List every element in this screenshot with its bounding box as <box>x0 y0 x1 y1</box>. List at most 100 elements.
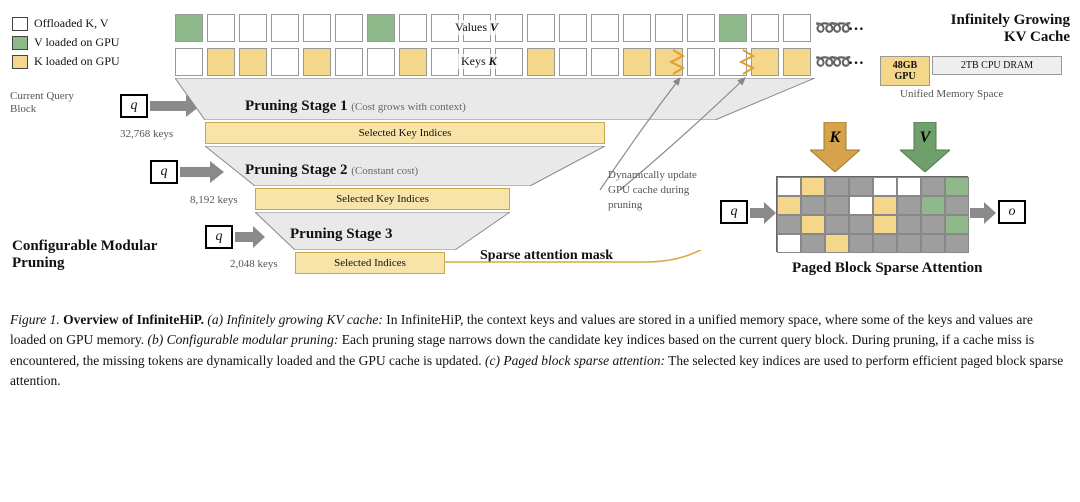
legend-kloaded: K loaded on GPU <box>34 54 120 69</box>
stage3-selected: Selected Indices <box>295 252 445 274</box>
ellipsis-2: … <box>848 51 864 69</box>
kv-block <box>207 14 235 42</box>
k-arrow: K <box>810 122 860 172</box>
svg-text:K: K <box>829 129 842 146</box>
attn-cell <box>897 215 921 234</box>
kv-block <box>431 48 459 76</box>
swatch-offloaded <box>12 17 28 31</box>
dram-box: 2TB CPU DRAM <box>932 56 1062 75</box>
kv-block <box>239 14 267 42</box>
q-box-1: q <box>120 94 148 118</box>
attn-cell <box>849 177 873 196</box>
legend-offloaded: Offloaded K, V <box>34 16 109 31</box>
kv-block <box>303 48 331 76</box>
stage3-title: Pruning Stage 3 <box>290 226 393 243</box>
attn-cell <box>825 215 849 234</box>
attn-cell <box>801 196 825 215</box>
kv-block <box>399 48 427 76</box>
spring-icon: ➿➿ <box>815 52 849 72</box>
kv-block <box>271 14 299 42</box>
attn-cell <box>849 196 873 215</box>
attn-cell <box>945 215 969 234</box>
kv-block <box>783 14 811 42</box>
kv-block <box>207 48 235 76</box>
attn-cell <box>945 234 969 253</box>
attn-cell <box>801 177 825 196</box>
kv-block <box>303 14 331 42</box>
unified-memory-label: Unified Memory Space <box>900 88 1003 100</box>
svg-text:V: V <box>920 129 932 146</box>
kv-block <box>399 14 427 42</box>
current-query-label: Current Query Block <box>10 90 90 116</box>
kv-block <box>527 14 555 42</box>
arrow-icon <box>970 202 996 224</box>
kv-block <box>335 48 363 76</box>
gpu-box: 48GB GPU <box>880 56 930 86</box>
q-box-attn: q <box>720 200 748 224</box>
sparse-line <box>445 250 775 290</box>
kv-block <box>687 14 715 42</box>
kv-block <box>559 14 587 42</box>
kv-block <box>271 48 299 76</box>
attn-cell <box>777 234 801 253</box>
swatch-vloaded <box>12 36 28 50</box>
stage2-keys: 8,192 keys <box>190 194 238 206</box>
attn-cell <box>873 196 897 215</box>
kv-block <box>623 14 651 42</box>
attn-cell <box>825 177 849 196</box>
attn-cell <box>825 196 849 215</box>
stage1-title: Pruning Stage 1 (Cost grows with context… <box>245 98 466 115</box>
o-box: o <box>998 200 1026 224</box>
kv-block <box>591 14 619 42</box>
keys-label: Keys K <box>458 54 500 69</box>
stage1-keys: 32,768 keys <box>120 128 173 140</box>
stage2-title: Pruning Stage 2 (Constant cost) <box>245 162 418 179</box>
kv-block <box>175 14 203 42</box>
kv-block <box>783 48 811 76</box>
ellipsis-1: … <box>848 17 864 35</box>
attn-cell <box>897 234 921 253</box>
paged-attention-title: Paged Block Sparse Attention <box>792 260 982 277</box>
attn-cell <box>873 234 897 253</box>
attn-cell <box>777 215 801 234</box>
attn-cell <box>945 177 969 196</box>
spring-icon: ➿➿ <box>815 18 849 38</box>
attn-cell <box>849 215 873 234</box>
v-arrow: V <box>900 122 950 172</box>
attention-grid <box>776 176 968 252</box>
attn-cell <box>873 215 897 234</box>
attn-cell <box>897 196 921 215</box>
config-pruning-title: Configurable Modular Pruning <box>12 238 162 273</box>
stage2-selected: Selected Key Indices <box>255 188 510 210</box>
stage3-keys: 2,048 keys <box>230 258 278 270</box>
kv-block <box>751 14 779 42</box>
dynamic-update-label: Dynamically updateGPU cache duringprunin… <box>608 168 697 213</box>
q-box-2: q <box>150 160 178 184</box>
attn-cell <box>801 215 825 234</box>
arrow-icon <box>750 202 776 224</box>
kv-block <box>175 48 203 76</box>
attn-cell <box>921 234 945 253</box>
attn-cell <box>825 234 849 253</box>
figure-root: Offloaded K, V V loaded on GPU K loaded … <box>0 0 1080 502</box>
q-box-3: q <box>205 225 233 249</box>
values-label: Values V <box>452 20 501 35</box>
swatch-kloaded <box>12 55 28 69</box>
attn-cell <box>849 234 873 253</box>
attn-cell <box>777 196 801 215</box>
kv-block <box>367 48 395 76</box>
attn-cell <box>921 215 945 234</box>
attn-cell <box>921 196 945 215</box>
attn-cell <box>897 177 921 196</box>
kv-block <box>239 48 267 76</box>
legend-vloaded: V loaded on GPU <box>34 35 119 50</box>
kv-block <box>367 14 395 42</box>
kv-block <box>335 14 363 42</box>
attn-cell <box>777 177 801 196</box>
attn-cell <box>921 177 945 196</box>
legend: Offloaded K, V V loaded on GPU K loaded … <box>12 16 120 69</box>
kv-block <box>719 14 747 42</box>
figure-caption: Figure 1. Overview of InfiniteHiP. (a) I… <box>10 310 1070 391</box>
attn-cell <box>873 177 897 196</box>
kv-block <box>655 14 683 42</box>
